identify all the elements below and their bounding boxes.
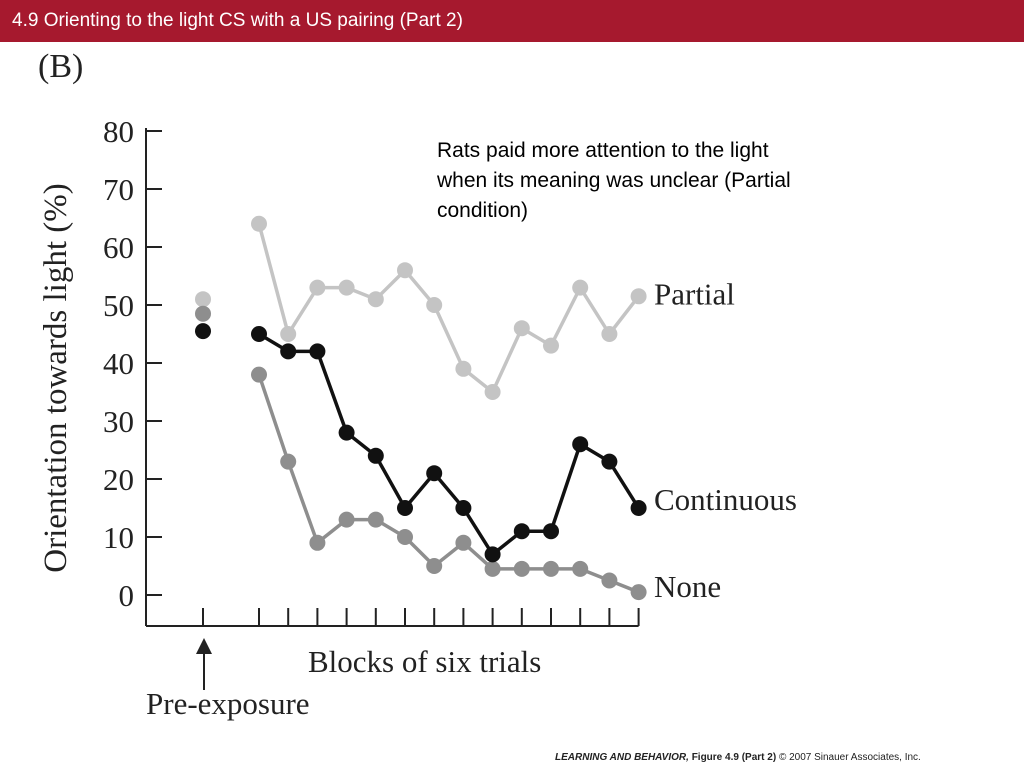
figure-credit: LEARNING AND BEHAVIOR, Figure 4.9 (Part … <box>555 752 921 763</box>
y-tick-label: 50 <box>103 288 134 323</box>
data-point <box>280 343 297 360</box>
data-point <box>543 337 559 354</box>
data-point <box>572 436 589 453</box>
series-layer: Partial None Continuous <box>195 215 797 604</box>
data-point <box>280 453 297 470</box>
data-point <box>280 326 297 342</box>
data-point <box>455 534 472 551</box>
data-point <box>338 424 355 441</box>
data-point <box>455 360 472 377</box>
data-point <box>484 546 501 563</box>
credit-copyright: © 2007 Sinauer Associates, Inc. <box>778 752 921 763</box>
pre-exposure-label: Pre-exposure <box>146 686 310 721</box>
data-point <box>426 297 443 313</box>
annotation-text: Rats paid more attention to the light wh… <box>437 139 791 222</box>
data-point <box>455 500 472 516</box>
data-point <box>572 560 589 577</box>
y-tick-label: 10 <box>103 520 134 555</box>
credit-book: LEARNING AND BEHAVIOR, <box>555 752 689 763</box>
data-point <box>601 326 618 342</box>
y-tick-label: 70 <box>103 172 134 207</box>
data-point <box>309 534 326 551</box>
data-point <box>601 572 618 589</box>
y-tick-label: 80 <box>103 114 134 149</box>
data-point <box>426 465 443 482</box>
data-point <box>484 384 501 400</box>
data-point <box>630 500 647 516</box>
data-point <box>397 500 413 516</box>
pre-exposure-point <box>195 305 211 322</box>
series-line <box>257 374 640 594</box>
data-point <box>338 279 355 296</box>
data-point <box>513 560 530 577</box>
series-none: None <box>195 305 721 604</box>
data-point <box>513 523 530 540</box>
pre-exposure-point <box>195 291 211 308</box>
y-tick-label: 0 <box>119 578 135 613</box>
data-point <box>543 560 559 577</box>
data-point <box>367 447 384 464</box>
y-tick-label: 60 <box>103 230 134 265</box>
chart-axes <box>145 128 640 627</box>
data-point <box>251 326 267 342</box>
data-point <box>251 215 267 232</box>
data-point <box>601 453 618 470</box>
series-label: None <box>654 569 721 604</box>
pre-exposure-point <box>195 323 211 340</box>
data-point <box>338 511 355 528</box>
data-point <box>513 320 530 337</box>
series-label: Partial <box>654 276 735 311</box>
y-tick-label: 20 <box>103 462 134 497</box>
y-tick-label: 30 <box>103 404 134 439</box>
data-point <box>397 529 413 545</box>
series-line <box>257 223 640 394</box>
y-axis-label: Orientation towards light (%) <box>38 183 74 573</box>
series-label: Continuous <box>654 482 797 517</box>
data-point <box>484 560 501 577</box>
pre-exposure-arrow <box>196 638 212 690</box>
data-point <box>309 343 326 360</box>
credit-figure: Figure 4.9 (Part 2) <box>691 752 777 763</box>
data-point <box>367 291 384 308</box>
series-line <box>258 332 641 557</box>
panel-label: (B) <box>38 48 84 85</box>
data-point <box>397 262 413 279</box>
y-ticks: 0 10 20 30 40 50 60 70 80 <box>103 114 162 613</box>
series-partial: Partial <box>195 215 735 400</box>
data-point <box>543 523 559 540</box>
data-point <box>572 279 589 296</box>
data-point <box>426 558 443 574</box>
data-point <box>630 288 647 305</box>
data-point <box>251 366 267 383</box>
series-continuous: Continuous <box>195 323 797 563</box>
y-tick-label: 40 <box>103 346 134 381</box>
data-point <box>630 584 647 601</box>
data-point <box>367 511 384 528</box>
slide-title: 4.9 Orienting to the light CS with a US … <box>0 0 1024 42</box>
x-axis-label: Blocks of six trials <box>308 644 541 679</box>
data-point <box>309 279 326 296</box>
